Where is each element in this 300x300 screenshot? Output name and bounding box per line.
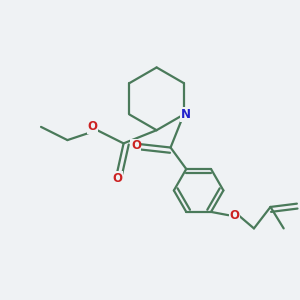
- Text: O: O: [112, 172, 122, 184]
- Text: O: O: [131, 140, 141, 152]
- Text: O: O: [229, 209, 239, 222]
- Text: N: N: [180, 108, 190, 121]
- Text: O: O: [87, 120, 97, 134]
